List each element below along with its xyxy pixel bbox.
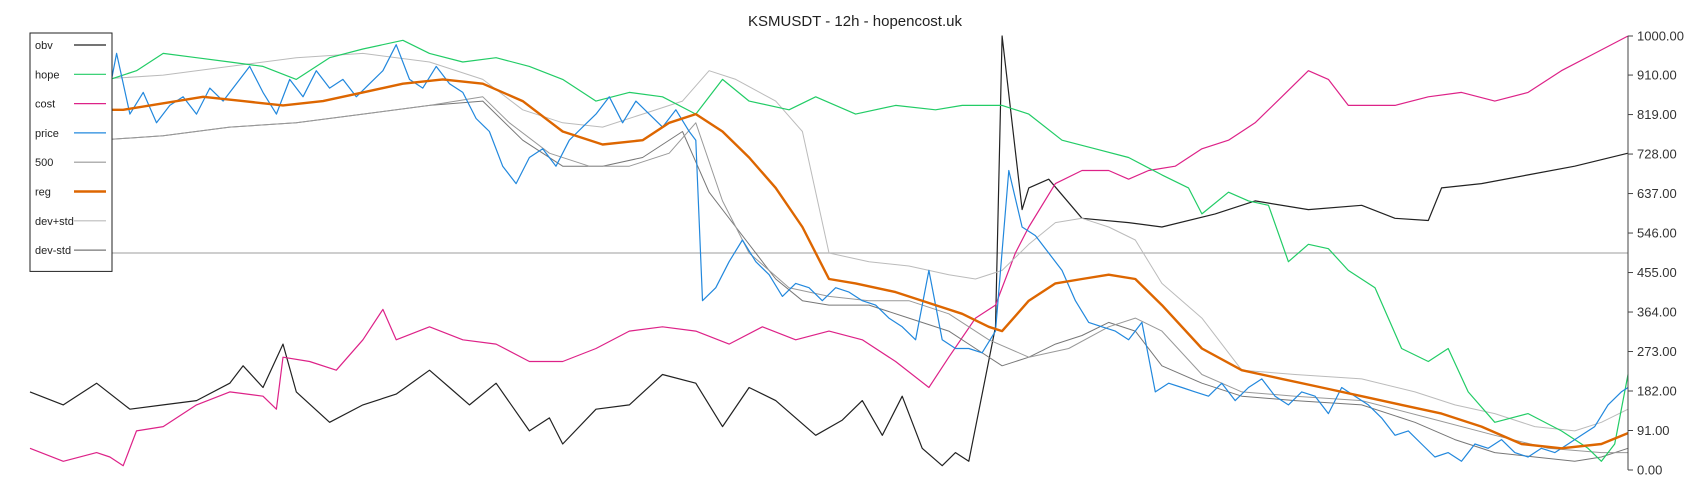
legend-label: cost <box>35 99 55 111</box>
y-tick-label: 819.00 <box>1637 107 1677 122</box>
y-tick-label: 364.00 <box>1637 305 1677 320</box>
series-line-hope <box>29 39 1629 462</box>
series-line-dev-std <box>30 100 1629 462</box>
legend-label: dev-std <box>35 245 71 257</box>
series-line-500 <box>30 96 1628 454</box>
legend-label: reg <box>35 187 51 199</box>
chart-title: KSMUSDT - 12h - hopencost.uk <box>748 13 962 30</box>
y-tick-label: 182.00 <box>1637 384 1677 399</box>
series-layer <box>29 35 1629 467</box>
legend-label: price <box>35 128 59 140</box>
y-tick-label: 637.00 <box>1637 186 1677 201</box>
series-line-obv <box>29 35 1629 467</box>
y-tick-label: 546.00 <box>1637 226 1677 241</box>
legend-label: hope <box>35 69 59 81</box>
legend-label: dev+std <box>35 216 74 228</box>
y-tick-label: 728.00 <box>1637 147 1677 162</box>
legend-box <box>29 32 113 272</box>
y-tick-label: 455.00 <box>1637 265 1677 280</box>
y-tick-label: 910.00 <box>1637 68 1677 83</box>
series-line-reg <box>43 78 1629 450</box>
y-axis: 1000.00 910.00 819.00 728.00 637.00 546.00 455… <box>1627 29 1684 478</box>
legend: obv hope cost price 500 reg dev+std dev-std <box>29 32 113 272</box>
y-tick-label: 1000.00 <box>1637 29 1684 44</box>
y-tick-label: 91.00 <box>1637 423 1670 438</box>
legend-label: obv <box>35 40 53 52</box>
series-line-price <box>29 44 1629 462</box>
legend-label: 500 <box>35 157 53 169</box>
y-tick-label: 0.00 <box>1637 463 1662 478</box>
y-tick-label: 273.00 <box>1637 344 1677 359</box>
series-line-cost <box>29 35 1629 467</box>
